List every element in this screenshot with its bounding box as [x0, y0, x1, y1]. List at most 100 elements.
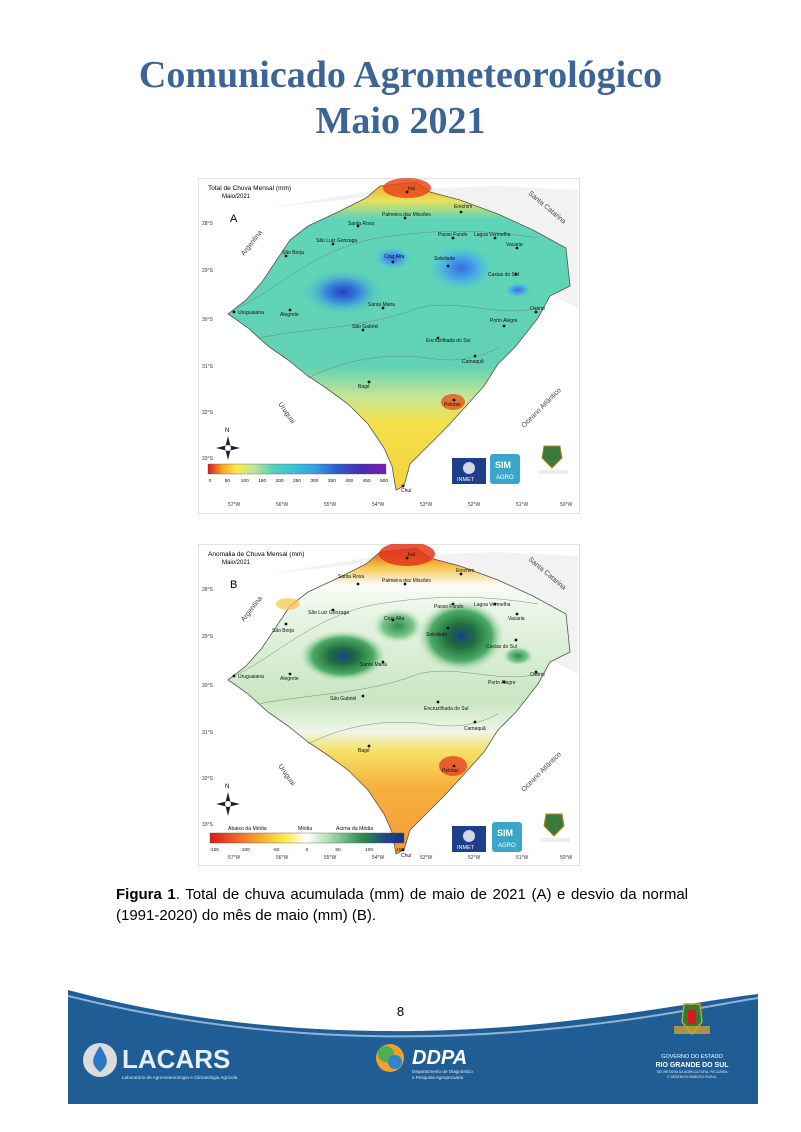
government-logo: GOVERNO DO ESTADO RIO GRANDE DO SUL SECR…: [655, 1003, 729, 1079]
svg-text:29°S: 29°S: [202, 268, 214, 274]
svg-text:Acima da Média: Acima da Média: [336, 826, 373, 832]
svg-text:51°W: 51°W: [516, 855, 529, 861]
svg-text:LACARS: LACARS: [122, 1044, 230, 1074]
svg-text:INMET: INMET: [457, 845, 475, 851]
svg-text:Bagé: Bagé: [358, 748, 370, 754]
svg-text:Santa Maria: Santa Maria: [368, 302, 395, 308]
svg-text:50°W: 50°W: [560, 855, 573, 861]
svg-text:Osório: Osório: [530, 672, 545, 678]
svg-text:São Borja: São Borja: [272, 628, 294, 634]
svg-text:Passo Fundo: Passo Fundo: [434, 604, 464, 610]
svg-text:55°W: 55°W: [324, 855, 337, 861]
svg-text:52°W: 52°W: [468, 855, 481, 861]
svg-text:Alegrete: Alegrete: [280, 312, 299, 318]
colorbar-a-tick-label: 300: [310, 478, 318, 484]
page-subtitle: Maio 2021: [315, 100, 486, 142]
svg-text:Soledade: Soledade: [426, 632, 447, 638]
svg-text:32°S: 32°S: [202, 776, 214, 782]
svg-text:Erechim: Erechim: [456, 568, 474, 574]
map-b-subtitle: Maio/2021: [222, 560, 251, 566]
svg-text:28°S: 28°S: [202, 587, 214, 593]
svg-text:31°S: 31°S: [202, 364, 214, 370]
colorbar-b-tick-label: 50: [335, 847, 341, 853]
svg-text:Lagoa Vermelha: Lagoa Vermelha: [474, 232, 511, 238]
svg-text:Uruguaiana: Uruguaiana: [238, 310, 264, 316]
svg-text:São Borja: São Borja: [282, 250, 304, 256]
svg-text:Palmeira das Missões: Palmeira das Missões: [382, 212, 431, 218]
svg-text:E DESENVOLVIMENTO RURAL: E DESENVOLVIMENTO RURAL: [667, 1075, 716, 1079]
colorbar-a-tick-label: 350: [328, 478, 336, 484]
svg-text:50°W: 50°W: [560, 502, 573, 508]
rs-coat-of-arms-icon: [540, 813, 570, 842]
footer-banner: LACARS Laboratório de Agrometeorologia e…: [67, 990, 759, 1104]
svg-text:Cruz Alta: Cruz Alta: [384, 254, 405, 260]
svg-text:Soledade: Soledade: [434, 256, 455, 262]
svg-text:53°W: 53°W: [420, 855, 433, 861]
svg-text:São Luiz Gonzaga: São Luiz Gonzaga: [308, 610, 349, 616]
svg-text:Erechim: Erechim: [454, 204, 472, 210]
colorbar-a-tick-label: 50: [225, 478, 231, 484]
colorbar-b-tick-label: 100: [365, 847, 373, 853]
svg-text:Média: Média: [298, 826, 312, 832]
svg-text:54°W: 54°W: [372, 855, 385, 861]
north-arrow-icon: [216, 436, 240, 460]
colorbar-a-tick-label: 400: [345, 478, 353, 484]
map-a-letter: A: [230, 213, 238, 225]
colorbar-b-tick-label: 0: [306, 847, 309, 853]
svg-text:51°W: 51°W: [516, 502, 529, 508]
svg-text:AGRO: AGRO: [498, 843, 516, 849]
svg-text:RIO GRANDE DO SUL: RIO GRANDE DO SUL: [655, 1062, 729, 1069]
svg-text:SECRETARIA DA AGRICULTURA, PEC: SECRETARIA DA AGRICULTURA, PECUÁRIA: [657, 1070, 728, 1074]
svg-text:Uruguaiana: Uruguaiana: [238, 674, 264, 680]
inmet-logo: INMET: [452, 826, 486, 852]
figure-caption: Figura 1. Total de chuva acumulada (mm) …: [116, 886, 688, 924]
svg-text:e Pesquisa Agropecuária: e Pesquisa Agropecuária: [412, 1075, 464, 1080]
svg-text:57°W: 57°W: [228, 502, 241, 508]
svg-text:Pelotas: Pelotas: [442, 768, 459, 774]
map-a-city-labels: Iraí Palmeira das Missões Erechim Santa …: [238, 186, 545, 494]
svg-text:Encruzilhada do Sul: Encruzilhada do Sul: [426, 338, 470, 344]
svg-text:São Luiz Gonzaga: São Luiz Gonzaga: [316, 238, 357, 244]
svg-text:Vacaria: Vacaria: [508, 616, 525, 622]
colorbar-b-tick-label: -50: [273, 847, 280, 853]
svg-text:AGRO: AGRO: [496, 475, 514, 481]
svg-text:Santa Rosa: Santa Rosa: [348, 221, 374, 227]
svg-text:Laboratório de Agrometeorologi: Laboratório de Agrometeorologia e Climat…: [122, 1075, 238, 1080]
svg-text:Camaquã: Camaquã: [462, 359, 484, 365]
svg-text:Palmeira das Missões: Palmeira das Missões: [382, 578, 431, 584]
svg-text:53°W: 53°W: [420, 502, 433, 508]
svg-text:Caxias do Sul: Caxias do Sul: [486, 644, 517, 650]
svg-text:Iraí: Iraí: [408, 186, 416, 192]
svg-text:Osório: Osório: [530, 306, 545, 312]
rainfall-anomaly-map: Iraí Palmeira das Missões Erechim Santa …: [197, 542, 581, 867]
svg-text:29°S: 29°S: [202, 634, 214, 640]
map-a-subtitle: Maio/2021: [222, 194, 251, 200]
sim-agro-logo: SIM AGRO: [490, 454, 520, 484]
colorbar-a-tick-label: 0: [209, 478, 212, 484]
svg-text:Porto Alegre: Porto Alegre: [490, 318, 518, 324]
svg-text:Iraí: Iraí: [408, 552, 416, 558]
map-b-city-labels: Iraí Palmeira das Missões Erechim Santa …: [238, 552, 545, 859]
svg-text:33°S: 33°S: [202, 822, 214, 828]
svg-text:Departamento de Diagnóstico: Departamento de Diagnóstico: [412, 1069, 473, 1074]
svg-text:Santa Maria: Santa Maria: [360, 662, 387, 668]
colorbar-b-tick-label: 150: [396, 847, 404, 853]
ddpa-logo: DDPA Departamento de Diagnóstico e Pesqu…: [376, 1044, 473, 1080]
svg-text:30°S: 30°S: [202, 317, 214, 323]
svg-text:Chuí: Chuí: [401, 488, 412, 494]
svg-text:Porto Alegre: Porto Alegre: [488, 680, 516, 686]
svg-text:Alegrete: Alegrete: [280, 676, 299, 682]
page-title: Comunicado Agrometeorológico: [138, 54, 663, 96]
lacars-logo: LACARS Laboratório de Agrometeorologia e…: [83, 1043, 238, 1080]
svg-text:Encruzilhada do Sul: Encruzilhada do Sul: [424, 706, 468, 712]
north-arrow-icon: [216, 792, 240, 816]
svg-text:INMET: INMET: [457, 477, 475, 483]
svg-text:DDPA: DDPA: [412, 1047, 467, 1069]
colorbar-a-tick-label: 250: [293, 478, 301, 484]
colorbar-b-tick-label: -150: [209, 847, 219, 853]
map-a-title: Total de Chuva Mensal (mm): [208, 185, 291, 192]
svg-text:São Gabriel: São Gabriel: [330, 696, 356, 702]
colorbar-a-tick-label: 200: [276, 478, 284, 484]
svg-text:GOVERNO DO ESTADO: GOVERNO DO ESTADO: [661, 1054, 723, 1060]
svg-text:Chuí: Chuí: [401, 853, 412, 859]
